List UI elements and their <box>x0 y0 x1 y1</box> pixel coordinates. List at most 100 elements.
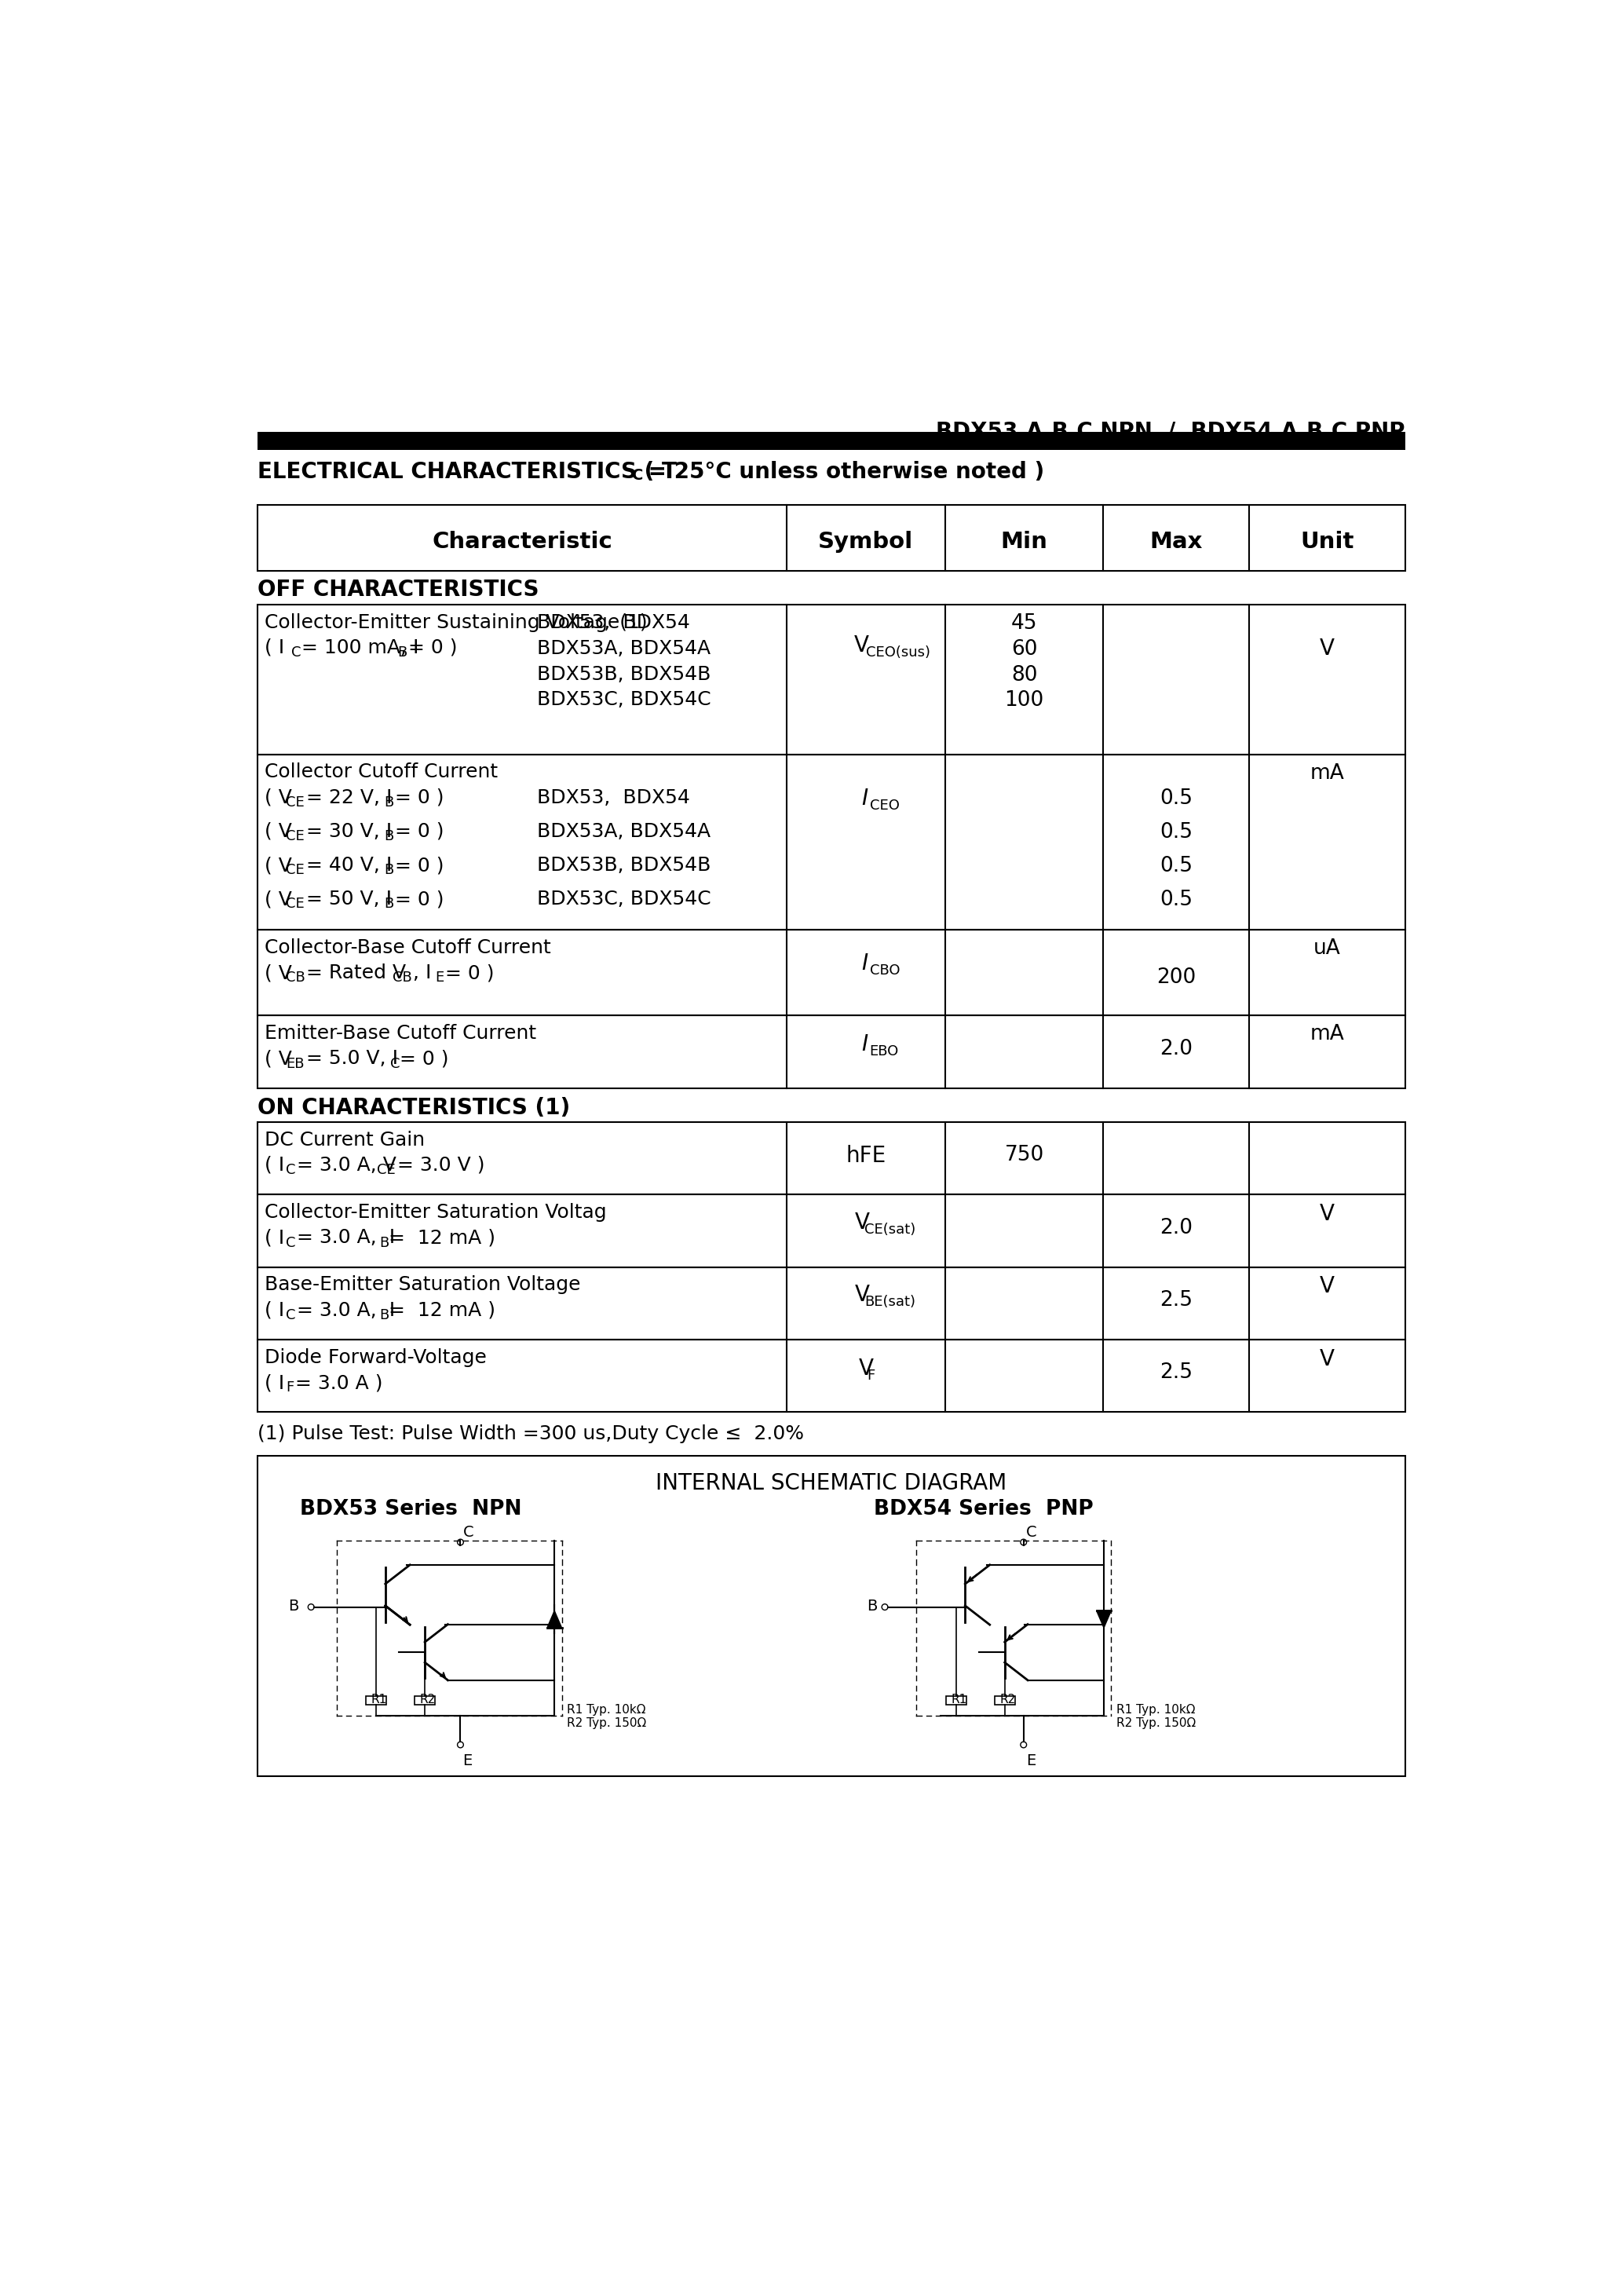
Text: B: B <box>384 863 394 877</box>
Text: EBO: EBO <box>869 1045 899 1058</box>
Text: C: C <box>391 1056 401 1070</box>
Text: ( V: ( V <box>264 891 292 909</box>
Text: R2 Typ. 150Ω: R2 Typ. 150Ω <box>566 1717 646 1729</box>
Bar <box>994 1697 1015 1706</box>
Text: BDX53,  BDX54: BDX53, BDX54 <box>537 613 691 631</box>
Text: DC Current Gain: DC Current Gain <box>264 1130 425 1150</box>
Text: ELECTRICAL CHARACTERISTICS ( T: ELECTRICAL CHARACTERISTICS ( T <box>258 461 676 482</box>
Text: E: E <box>1027 1754 1035 1768</box>
Text: I: I <box>861 788 868 810</box>
Bar <box>258 432 1405 450</box>
Text: BDX53A, BDX54A: BDX53A, BDX54A <box>537 822 710 840</box>
Text: C: C <box>285 1309 295 1322</box>
Text: ( V: ( V <box>264 964 292 983</box>
Text: uA: uA <box>1314 939 1341 960</box>
Text: 45: 45 <box>1011 613 1038 634</box>
Text: B: B <box>384 898 394 912</box>
Text: Symbol: Symbol <box>819 530 913 553</box>
Text: E: E <box>435 971 444 985</box>
Text: =  12 mA ): = 12 mA ) <box>389 1228 496 1247</box>
Text: = 0 ): = 0 ) <box>401 1049 449 1068</box>
Text: CB: CB <box>285 971 305 985</box>
Text: ( V: ( V <box>264 788 292 808</box>
Text: = 5.0 V, I: = 5.0 V, I <box>307 1049 397 1068</box>
Bar <box>258 755 1405 930</box>
Text: ( I: ( I <box>264 1302 284 1320</box>
Text: CBO: CBO <box>869 964 900 978</box>
Text: B: B <box>380 1235 389 1249</box>
Text: Base-Emitter Saturation Voltage: Base-Emitter Saturation Voltage <box>264 1277 581 1295</box>
Text: 200: 200 <box>1156 967 1195 987</box>
Text: Characteristic: Characteristic <box>431 530 613 553</box>
Text: = 25°C unless otherwise noted ): = 25°C unless otherwise noted ) <box>641 461 1045 482</box>
Text: C: C <box>285 1164 295 1178</box>
Text: CE(sat): CE(sat) <box>865 1221 916 1238</box>
Text: INTERNAL SCHEMATIC DIAGRAM: INTERNAL SCHEMATIC DIAGRAM <box>655 1472 1007 1495</box>
Bar <box>258 505 1405 572</box>
Bar <box>258 930 1405 1015</box>
Text: ( V: ( V <box>264 856 292 875</box>
Text: 2.0: 2.0 <box>1160 1217 1192 1238</box>
Text: ( I: ( I <box>264 638 284 657</box>
Text: 80: 80 <box>1011 666 1038 684</box>
Text: V: V <box>853 634 869 657</box>
Bar <box>415 1697 435 1706</box>
Text: = 22 V, I: = 22 V, I <box>307 788 393 808</box>
Bar <box>946 1697 967 1706</box>
Bar <box>258 604 1405 755</box>
Text: BDX53,A,B,C NPN  /  BDX54,A,B,C PNP: BDX53,A,B,C NPN / BDX54,A,B,C PNP <box>936 420 1405 443</box>
Text: V: V <box>1320 638 1335 659</box>
Text: Unit: Unit <box>1301 530 1354 553</box>
Text: R2: R2 <box>420 1694 436 1706</box>
Text: B: B <box>384 794 394 810</box>
Text: C: C <box>631 468 642 482</box>
Text: V: V <box>1320 1277 1335 1297</box>
Text: = 3.0 A,  I: = 3.0 A, I <box>297 1302 394 1320</box>
Text: ( I: ( I <box>264 1155 284 1176</box>
Text: Collector-Emitter Saturation Voltag: Collector-Emitter Saturation Voltag <box>264 1203 607 1221</box>
Text: 2.5: 2.5 <box>1160 1290 1192 1311</box>
Bar <box>258 1123 1405 1194</box>
Text: R1 Typ. 10kΩ: R1 Typ. 10kΩ <box>566 1704 646 1715</box>
Text: 0.5: 0.5 <box>1160 856 1192 877</box>
Text: V: V <box>855 1212 869 1233</box>
Bar <box>258 1456 1405 1777</box>
Text: BDX54 Series  PNP: BDX54 Series PNP <box>874 1499 1093 1520</box>
Bar <box>258 1015 1405 1088</box>
Text: I: I <box>861 953 868 976</box>
Text: B: B <box>384 829 394 843</box>
Text: = 30 V, I: = 30 V, I <box>307 822 393 840</box>
Text: Diode Forward-Voltage: Diode Forward-Voltage <box>264 1348 487 1366</box>
Text: V: V <box>855 1283 869 1306</box>
Text: F: F <box>868 1368 876 1382</box>
Polygon shape <box>1096 1612 1111 1628</box>
Text: CB: CB <box>393 971 412 985</box>
Text: CEO: CEO <box>869 799 899 813</box>
Polygon shape <box>547 1612 561 1628</box>
Text: I: I <box>861 1033 868 1056</box>
Text: V: V <box>1320 1203 1335 1226</box>
Text: , I: , I <box>414 964 431 983</box>
Bar <box>258 1267 1405 1339</box>
Text: BE(sat): BE(sat) <box>865 1295 916 1309</box>
Text: BDX53B, BDX54B: BDX53B, BDX54B <box>537 666 710 684</box>
Text: F: F <box>285 1380 294 1396</box>
Text: OFF CHARACTERISTICS: OFF CHARACTERISTICS <box>258 579 539 602</box>
Text: CE: CE <box>285 863 305 877</box>
Text: ( V: ( V <box>264 822 292 840</box>
Text: = 3.0 A,  I: = 3.0 A, I <box>297 1228 394 1247</box>
Text: mA: mA <box>1311 762 1345 783</box>
Text: BDX53 Series  NPN: BDX53 Series NPN <box>300 1499 522 1520</box>
Text: BDX53A, BDX54A: BDX53A, BDX54A <box>537 641 710 659</box>
Text: 0.5: 0.5 <box>1160 788 1192 808</box>
Text: R1: R1 <box>371 1694 388 1706</box>
Text: ( I: ( I <box>264 1228 284 1247</box>
Text: Collector-Emitter Sustaining Voltage(1): Collector-Emitter Sustaining Voltage(1) <box>264 613 647 631</box>
Text: = 0 ): = 0 ) <box>396 788 444 808</box>
Text: C: C <box>290 645 300 659</box>
Text: R2 Typ. 150Ω: R2 Typ. 150Ω <box>1116 1717 1195 1729</box>
Text: hFE: hFE <box>845 1146 886 1166</box>
Text: 750: 750 <box>1004 1146 1045 1166</box>
Text: Collector Cutoff Current: Collector Cutoff Current <box>264 762 498 781</box>
Text: E: E <box>462 1754 472 1768</box>
